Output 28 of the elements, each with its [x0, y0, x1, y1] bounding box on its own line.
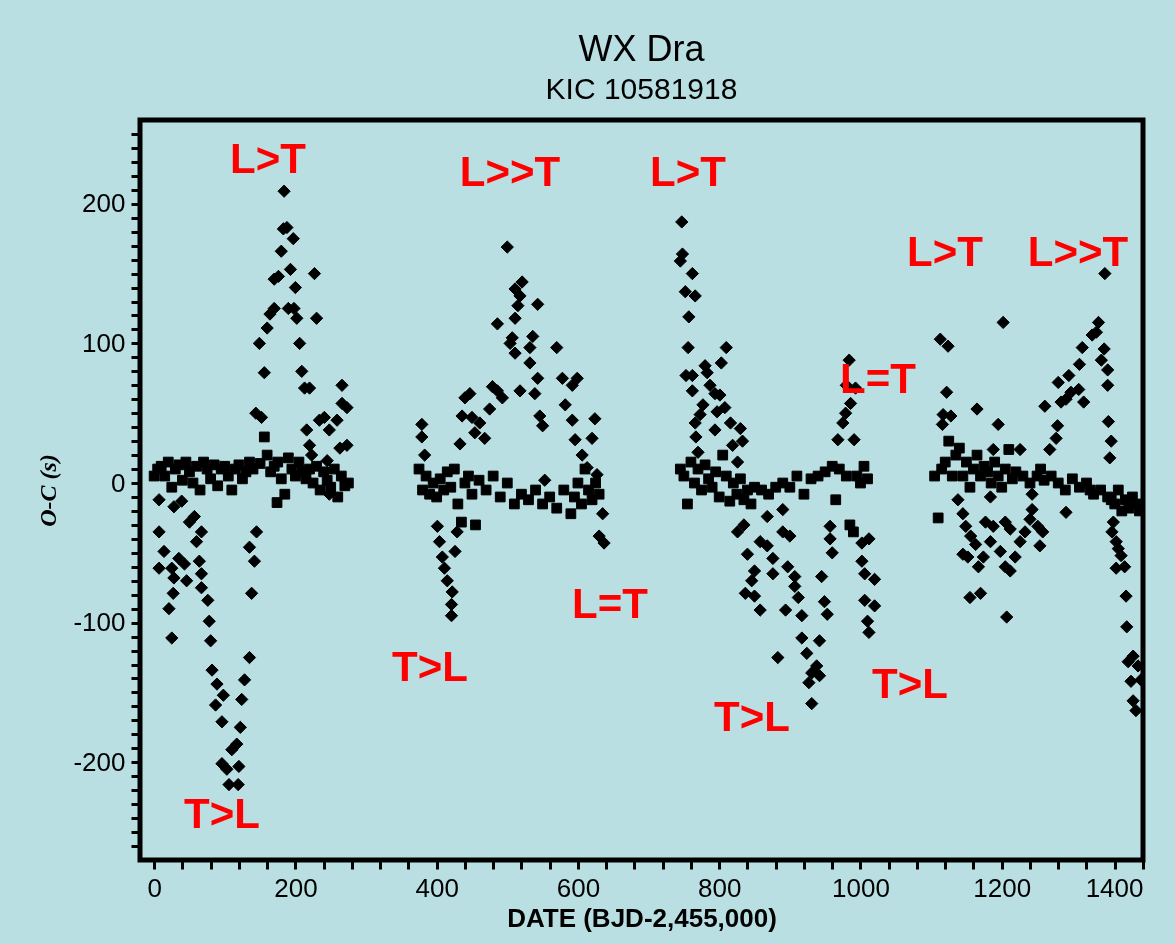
- x-axis-title: DATE (BJD-2,455,000): [507, 902, 777, 933]
- y-tick-label: -100: [73, 607, 126, 638]
- x-tick-label: 0: [147, 872, 162, 903]
- annotation: L>>T: [459, 148, 561, 195]
- chart-title: WX Dra: [578, 28, 706, 69]
- annotation: L=T: [572, 580, 649, 627]
- y-tick-label: 200: [82, 188, 126, 219]
- annotation: T>L: [872, 660, 948, 707]
- y-axis-title: O-C (s): [35, 454, 62, 527]
- annotation: L=T: [840, 355, 917, 402]
- x-tick-label: 600: [556, 872, 601, 903]
- annotation: L>T: [907, 228, 984, 275]
- annotation: L>T: [230, 135, 307, 182]
- x-tick-label: 400: [415, 872, 459, 903]
- y-tick-label: 0: [111, 467, 126, 498]
- y-tick-label: 100: [82, 327, 126, 358]
- y-tick-label: -200: [73, 746, 126, 777]
- x-tick-label: 800: [698, 872, 742, 903]
- annotation: L>>T: [1027, 228, 1129, 275]
- annotation: L>T: [650, 148, 727, 195]
- x-tick-label: 1400: [1085, 872, 1144, 903]
- x-tick-label: 200: [274, 872, 318, 903]
- annotation: T>L: [184, 790, 260, 837]
- chart-subtitle: KIC 10581918: [545, 72, 738, 105]
- annotation: T>L: [392, 643, 468, 690]
- x-tick-label: 1000: [832, 872, 890, 903]
- x-tick-label: 1200: [973, 872, 1032, 903]
- annotation: T>L: [714, 693, 790, 740]
